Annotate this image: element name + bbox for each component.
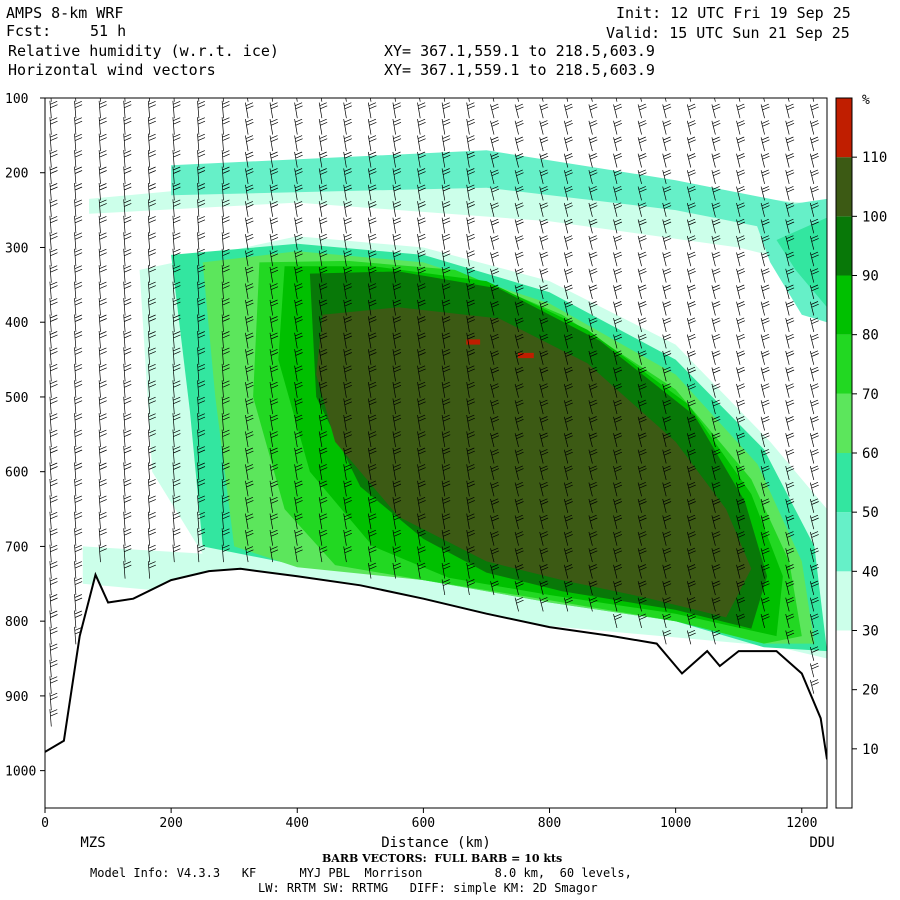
colorbar-unit: % bbox=[862, 93, 870, 108]
y-tick-label: 700 bbox=[5, 540, 28, 555]
barb-vector-note: BARB VECTORS: FULL BARB = 10 kts bbox=[322, 852, 563, 865]
xy-coords-2: XY= 367.1,559.1 to 218.5,603.9 bbox=[384, 61, 655, 79]
colorbar-tick-label: 70 bbox=[862, 387, 879, 403]
x-tick-label: 1000 bbox=[660, 816, 691, 831]
rh-region-12 bbox=[466, 339, 481, 345]
colorbar-bin-6 bbox=[836, 275, 852, 335]
x-tick-label: 600 bbox=[412, 816, 435, 831]
colorbar-bin-0 bbox=[836, 630, 852, 808]
plot-frame bbox=[44, 97, 828, 809]
x-axis-label: Distance (km) bbox=[381, 835, 491, 851]
y-tick-label: 1000 bbox=[5, 765, 36, 780]
model-title: AMPS 8-km WRF bbox=[6, 4, 124, 22]
x-tick-label: 0 bbox=[41, 816, 49, 831]
colorbar-bin-1 bbox=[836, 571, 852, 631]
x-tick-label: 800 bbox=[538, 816, 561, 831]
colorbar-tick-label: 80 bbox=[862, 328, 879, 344]
forecast-label: Fcst: bbox=[6, 22, 52, 40]
endpoint-left-label: MZS bbox=[80, 835, 105, 851]
colorbar-tick-label: 60 bbox=[862, 446, 879, 462]
y-tick-label: 500 bbox=[5, 391, 28, 406]
colorbar-tick-label: 20 bbox=[862, 683, 879, 699]
init-time: Init: 12 UTC Fri 19 Sep 25 bbox=[616, 4, 851, 22]
colorbar-bin-3 bbox=[836, 453, 852, 513]
y-tick-label: 400 bbox=[5, 316, 28, 331]
colorbar-tick-label: 10 bbox=[862, 742, 879, 758]
x-tick-label: 1200 bbox=[786, 816, 817, 831]
colorbar-bin-2 bbox=[836, 512, 852, 572]
forecast-hours: 51 h bbox=[90, 22, 127, 40]
colorbar-bin-4 bbox=[836, 393, 852, 453]
terrain-fill bbox=[45, 568, 827, 808]
field-title-wind: Horizontal wind vectors bbox=[8, 61, 216, 79]
rh-region-13 bbox=[518, 352, 534, 359]
y-tick-label: 900 bbox=[5, 690, 28, 705]
rh-region-11 bbox=[316, 307, 752, 618]
y-tick-label: 600 bbox=[5, 466, 28, 481]
y-tick-label: 800 bbox=[5, 615, 28, 630]
colorbar-tick-label: 90 bbox=[862, 269, 879, 285]
colorbar-bin-7 bbox=[836, 216, 852, 276]
colorbar-tick-label: 30 bbox=[862, 624, 879, 640]
endpoint-right-label: DDU bbox=[809, 835, 834, 851]
valid-time: Valid: 15 UTC Sun 21 Sep 25 bbox=[606, 24, 850, 42]
colorbar-bin-5 bbox=[836, 334, 852, 394]
colorbar-tick-label: 100 bbox=[862, 209, 887, 225]
x-tick-label: 400 bbox=[286, 816, 309, 831]
model-info-line1: Model Info: V4.3.3 KF MYJ PBL Morrison 8… bbox=[90, 866, 632, 880]
colorbar-tick-label: 50 bbox=[862, 505, 879, 521]
colorbar-bin-8 bbox=[836, 157, 852, 217]
y-tick-label: 100 bbox=[5, 92, 28, 107]
colorbar-tick-label: 40 bbox=[862, 564, 879, 580]
x-tick-label: 200 bbox=[159, 816, 182, 831]
wind-barbs bbox=[49, 98, 819, 727]
colorbar-bin-9 bbox=[836, 98, 852, 158]
y-tick-label: 200 bbox=[5, 167, 28, 182]
colorbar-tick-label: 110 bbox=[862, 150, 887, 166]
model-info-line2: LW: RRTM SW: RRTMG DIFF: simple KM: 2D S… bbox=[258, 881, 598, 895]
field-title-rh: Relative humidity (w.r.t. ice) bbox=[8, 42, 279, 60]
rh-region-2 bbox=[171, 150, 827, 240]
y-tick-label: 300 bbox=[5, 241, 28, 256]
xy-coords-1: XY= 367.1,559.1 to 218.5,603.9 bbox=[384, 42, 655, 60]
terrain-line bbox=[45, 567, 827, 760]
